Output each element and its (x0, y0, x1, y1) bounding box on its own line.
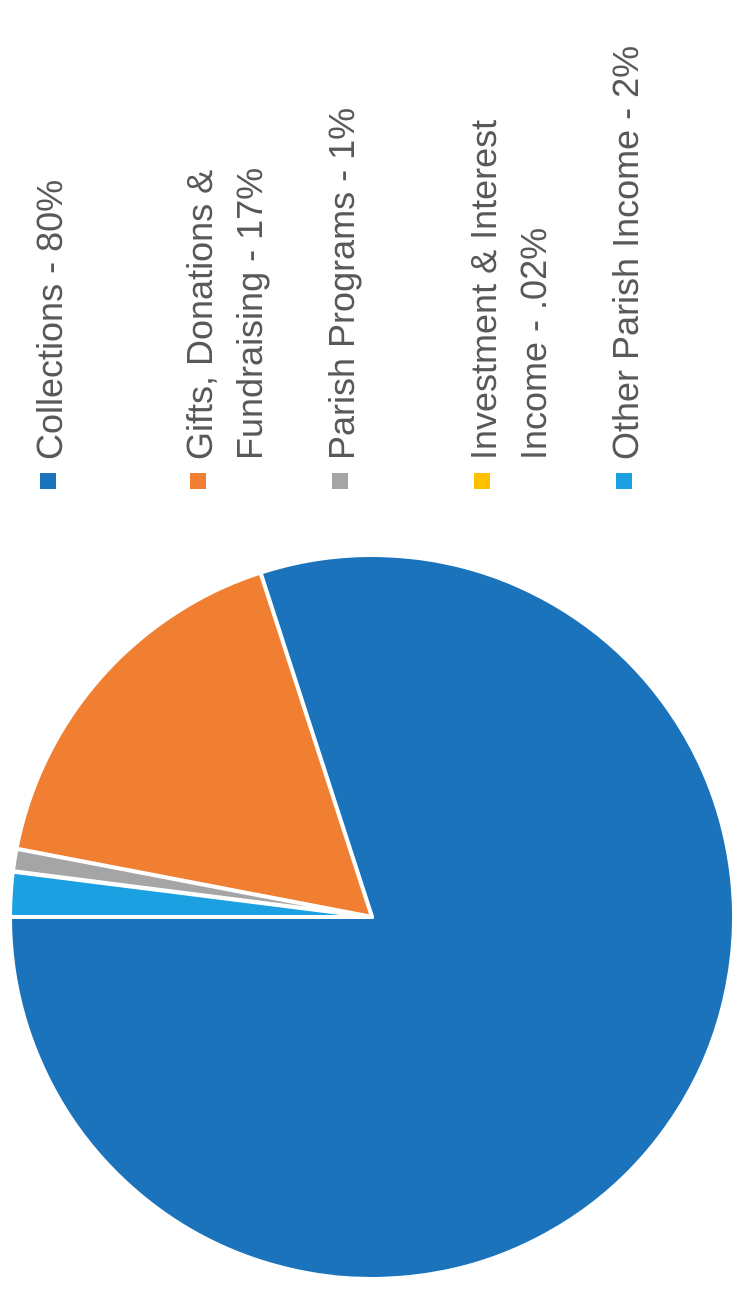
legend-swatch-4 (616, 473, 632, 489)
legend-label-3-line-0: Investment & Interest (463, 120, 504, 460)
legend-label-1-line-1: Fundraising - 17% (229, 168, 270, 460)
legend-label-0: Collections - 80% (29, 180, 70, 460)
legend-swatch-1 (190, 473, 206, 489)
legend-entry-0: Collections - 80% (29, 180, 70, 489)
legend-swatch-2 (332, 473, 348, 489)
legend-entry-2: Parish Programs - 1% (321, 108, 362, 489)
pie-slices (7, 553, 736, 1282)
legend-swatch-0 (40, 473, 56, 489)
legend: Collections - 80% Gifts, Donations & Fundr… (29, 46, 646, 489)
legend-label-4: Other Parish Income - 2% (605, 46, 646, 460)
legend-entry-4: Other Parish Income - 2% (605, 46, 646, 489)
legend-label-3-line-1: Income - .02% (513, 228, 554, 460)
pie-slice-1 (14, 570, 374, 919)
pie-slice-4 (7, 869, 374, 919)
legend-entry-1: Gifts, Donations & Fundraising - 17% (179, 168, 270, 489)
legend-entry-3: Investment & Interest Income - .02% (463, 120, 554, 489)
legend-label-1-line-0: Gifts, Donations & (179, 170, 220, 460)
legend-swatch-3 (474, 473, 490, 489)
legend-label-2: Parish Programs - 1% (321, 108, 362, 460)
